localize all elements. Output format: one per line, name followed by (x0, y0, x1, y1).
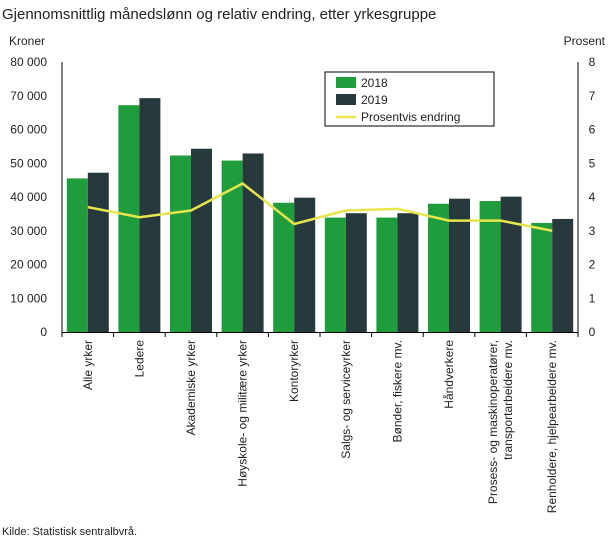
bar-2018 (221, 160, 243, 332)
x-category-label: Kontoryrker (287, 340, 301, 402)
left-tick-label: 40 000 (10, 190, 47, 204)
x-category-label: Alle yrker (81, 340, 95, 390)
left-axis-label: Kroner (9, 34, 45, 48)
bar-2018 (531, 222, 553, 332)
x-category-label: transportarbeidere mv. (501, 340, 515, 460)
bar-2019 (552, 218, 574, 332)
bar-2018 (118, 105, 140, 332)
bar-2018 (324, 217, 346, 332)
right-tick-label: 6 (589, 123, 596, 137)
right-tick-label: 3 (589, 224, 596, 238)
bar-2019 (242, 153, 264, 332)
bar-2019 (449, 198, 470, 332)
bar-2019 (345, 213, 367, 332)
source-note: Kilde: Statistisk sentralbvrå. (2, 526, 138, 538)
bars (61, 62, 579, 337)
legend-swatch (336, 77, 356, 88)
legend-label: 2019 (361, 93, 388, 107)
left-tick-label: 20 000 (10, 258, 47, 272)
left-tick-label: 80 000 (10, 55, 47, 69)
legend-label: Prosentvis endring (361, 110, 460, 124)
right-tick-label: 5 (589, 156, 596, 170)
x-category-label: Akademiske yrker (184, 340, 198, 435)
x-category-label: Bønder, fiskere mv. (390, 340, 404, 442)
bar-2018 (376, 217, 398, 332)
x-category-label: Håndverkere (442, 340, 456, 409)
x-axis-labels: Alle yrker Ledere Akademiske yrker Høyskole… (81, 340, 559, 514)
x-category-label: Høyskole- og militære yrker (236, 340, 250, 487)
right-axis: 0 1 2 3 4 5 6 7 8 (589, 55, 596, 339)
bar-2019 (294, 197, 316, 332)
right-tick-label: 4 (589, 190, 596, 204)
right-tick-label: 7 (589, 89, 596, 103)
bar-2019 (397, 213, 419, 332)
right-tick-label: 8 (589, 55, 596, 69)
left-tick-label: 70 000 (10, 89, 47, 103)
legend-swatch (336, 94, 356, 105)
bar-2019 (87, 172, 109, 332)
left-axis: 0 10 000 20 000 30 000 40 000 50 000 60 000 70 … (10, 55, 47, 339)
right-tick-label: 2 (589, 258, 596, 272)
left-tick-label: 60 000 (10, 123, 47, 137)
legend: 2018 2019 Prosentvis endring (324, 71, 495, 127)
legend-label: 2018 (361, 76, 388, 90)
left-tick-label: 0 (40, 325, 47, 339)
bar-2018 (479, 201, 501, 332)
left-tick-label: 10 000 (10, 291, 47, 305)
bar-2018 (66, 178, 88, 332)
bar-2019 (191, 148, 212, 332)
x-category-label: Prosess- og maskinoperatører, (486, 340, 500, 504)
right-tick-label: 1 (589, 291, 596, 305)
x-category-label: Renholdere, hjelpearbeidere mv. (545, 340, 559, 513)
right-axis-label: Prosent (564, 34, 606, 48)
percent-change-line (87, 182, 553, 232)
x-category-label: Ledere (132, 340, 146, 378)
x-category-label: Salgs- og serviceyrker (339, 340, 353, 459)
bar-2018 (428, 203, 449, 332)
bar-2018 (273, 202, 295, 332)
left-tick-label: 30 000 (10, 224, 47, 238)
left-tick-label: 50 000 (10, 156, 47, 170)
page-title: Gjennomsnittlig månedslønn og relativ en… (2, 6, 437, 23)
line-Prosentvis endring (87, 182, 553, 232)
bar-2019 (500, 196, 522, 332)
bar-2018 (170, 155, 191, 332)
right-tick-label: 0 (589, 325, 596, 339)
